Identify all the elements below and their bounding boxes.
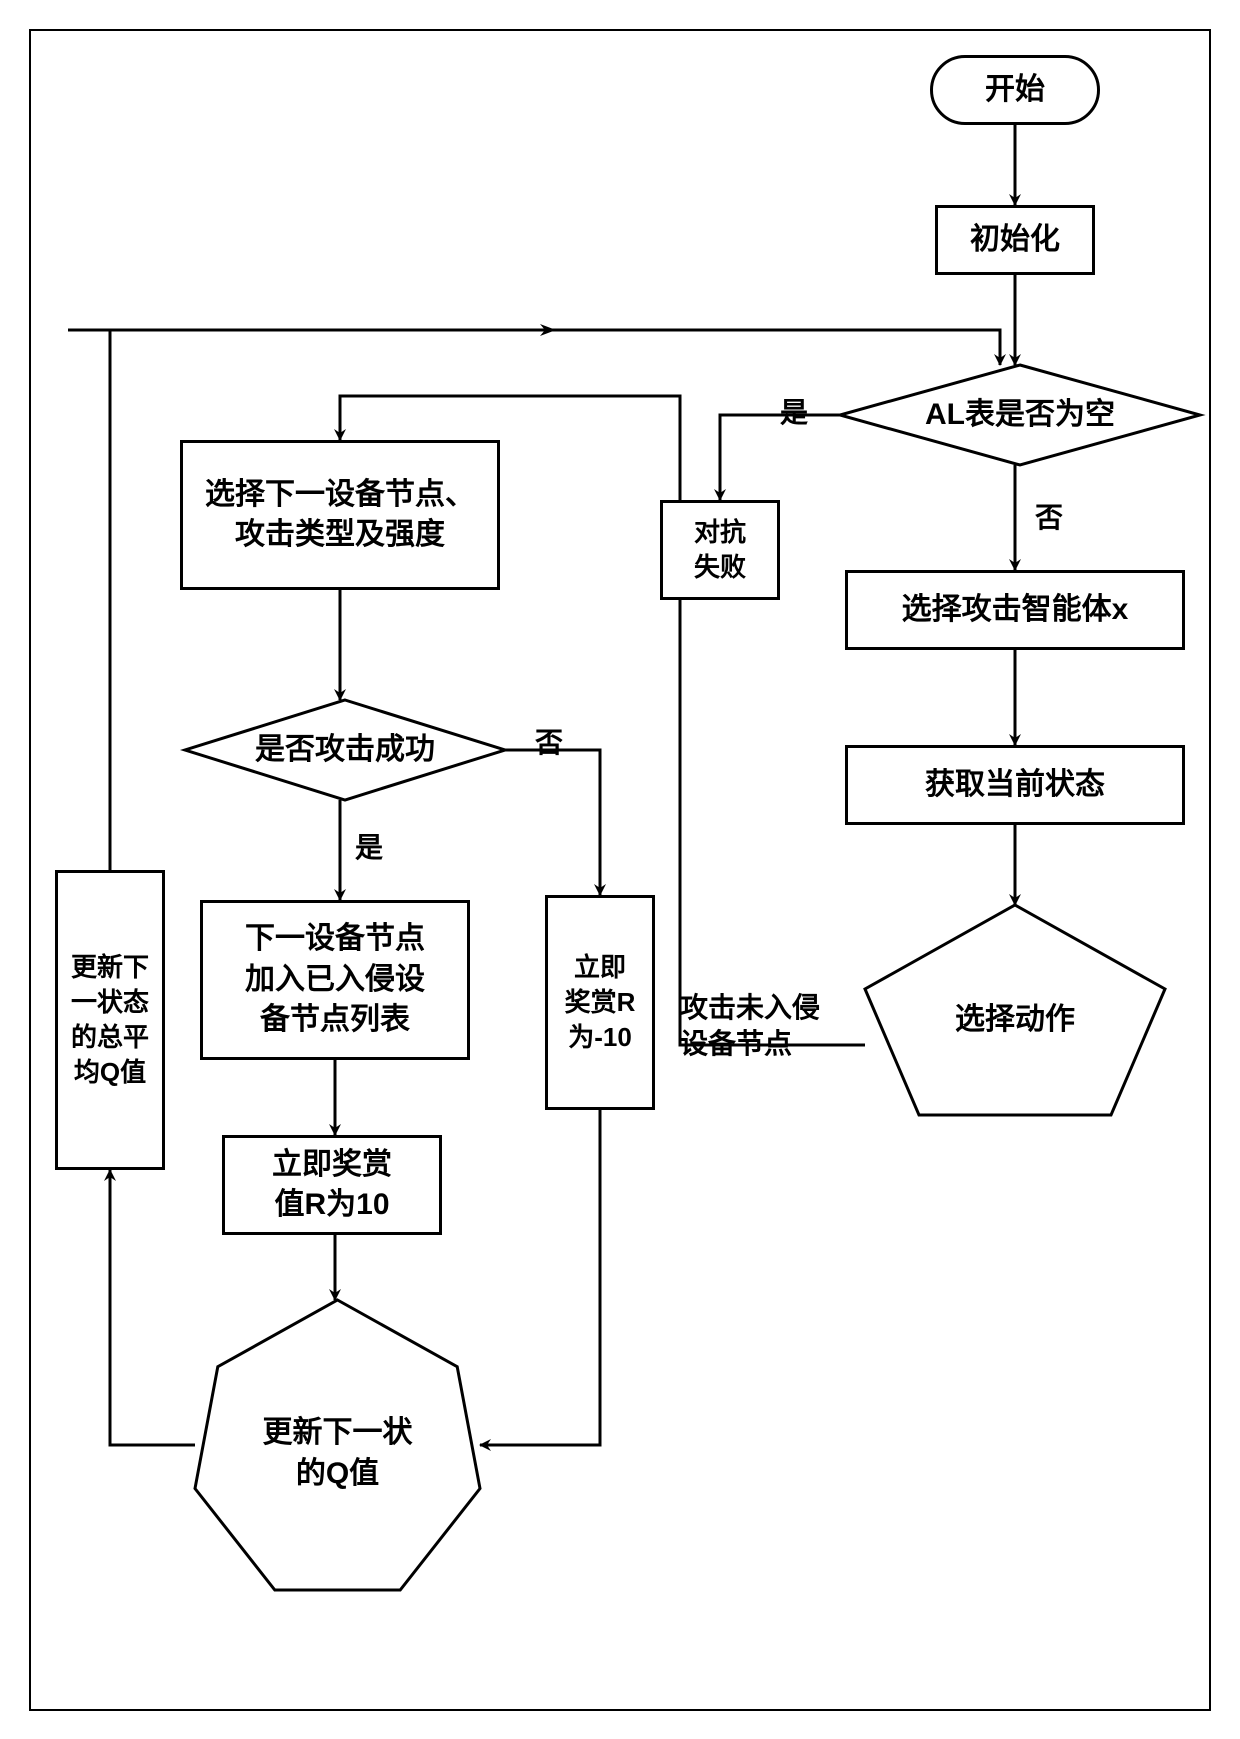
- edge-label-text-action_label: 攻击未入侵 设备节点: [680, 992, 820, 1059]
- node-label-select_action: 选择动作: [955, 1000, 1075, 1041]
- node-r_pos10: 立即奖赏 值R为10: [222, 1135, 442, 1235]
- edge-loop-in-al_empty: [68, 330, 1000, 365]
- edge-label-al_yes: 是: [780, 395, 808, 431]
- node-r_neg10: 立即 奖赏R 为-10: [545, 895, 655, 1110]
- edge-label-action_label: 攻击未入侵 设备节点: [680, 990, 820, 1063]
- edge-label-text-atk_yes: 是: [355, 832, 383, 863]
- node-update_q: 更新下一状 的Q值: [195, 1381, 480, 1526]
- node-update_avg_q: 更新下 一状态 的总平 均Q值: [55, 870, 165, 1170]
- node-select_action: 选择动作: [865, 958, 1165, 1084]
- node-label-r_pos10: 立即奖赏 值R为10: [272, 1145, 392, 1226]
- node-label-update_q: 更新下一状 的Q值: [263, 1413, 413, 1494]
- node-label-start: 开始: [985, 70, 1045, 111]
- node-select_next: 选择下一设备节点、 攻击类型及强度: [180, 440, 500, 590]
- node-label-get_state: 获取当前状态: [925, 765, 1105, 806]
- edge-label-text-al_no: 否: [1035, 502, 1063, 533]
- edge-update_q-update_avg_q: [110, 1170, 195, 1445]
- node-label-attack_success: 是否攻击成功: [255, 730, 435, 771]
- node-label-init: 初始化: [970, 220, 1060, 261]
- node-label-fail: 对抗 失败: [694, 515, 746, 585]
- edge-label-atk_no: 否: [535, 725, 563, 761]
- node-attack_success: 是否攻击成功: [185, 700, 505, 800]
- node-label-select_next: 选择下一设备节点、 攻击类型及强度: [205, 475, 475, 556]
- node-al_empty: AL表是否为空: [840, 365, 1200, 465]
- node-init: 初始化: [935, 205, 1095, 275]
- edge-r_neg10-update_q: [480, 1110, 600, 1445]
- node-label-r_neg10: 立即 奖赏R 为-10: [565, 950, 636, 1055]
- node-start: 开始: [930, 55, 1100, 125]
- edge-label-text-al_yes: 是: [780, 397, 808, 428]
- node-label-update_avg_q: 更新下 一状态 的总平 均Q值: [71, 950, 149, 1090]
- node-select_agent: 选择攻击智能体x: [845, 570, 1185, 650]
- node-add_list: 下一设备节点 加入已入侵设 备节点列表: [200, 900, 470, 1060]
- node-get_state: 获取当前状态: [845, 745, 1185, 825]
- edge-attack_success-no-r_neg10: [505, 750, 600, 895]
- node-label-select_agent: 选择攻击智能体x: [902, 590, 1129, 631]
- node-fail: 对抗 失败: [660, 500, 780, 600]
- node-label-al_empty: AL表是否为空: [925, 395, 1115, 436]
- node-label-add_list: 下一设备节点 加入已入侵设 备节点列表: [245, 919, 425, 1041]
- edge-label-al_no: 否: [1035, 500, 1063, 536]
- edge-label-atk_yes: 是: [355, 830, 383, 866]
- edge-label-text-atk_no: 否: [535, 727, 563, 758]
